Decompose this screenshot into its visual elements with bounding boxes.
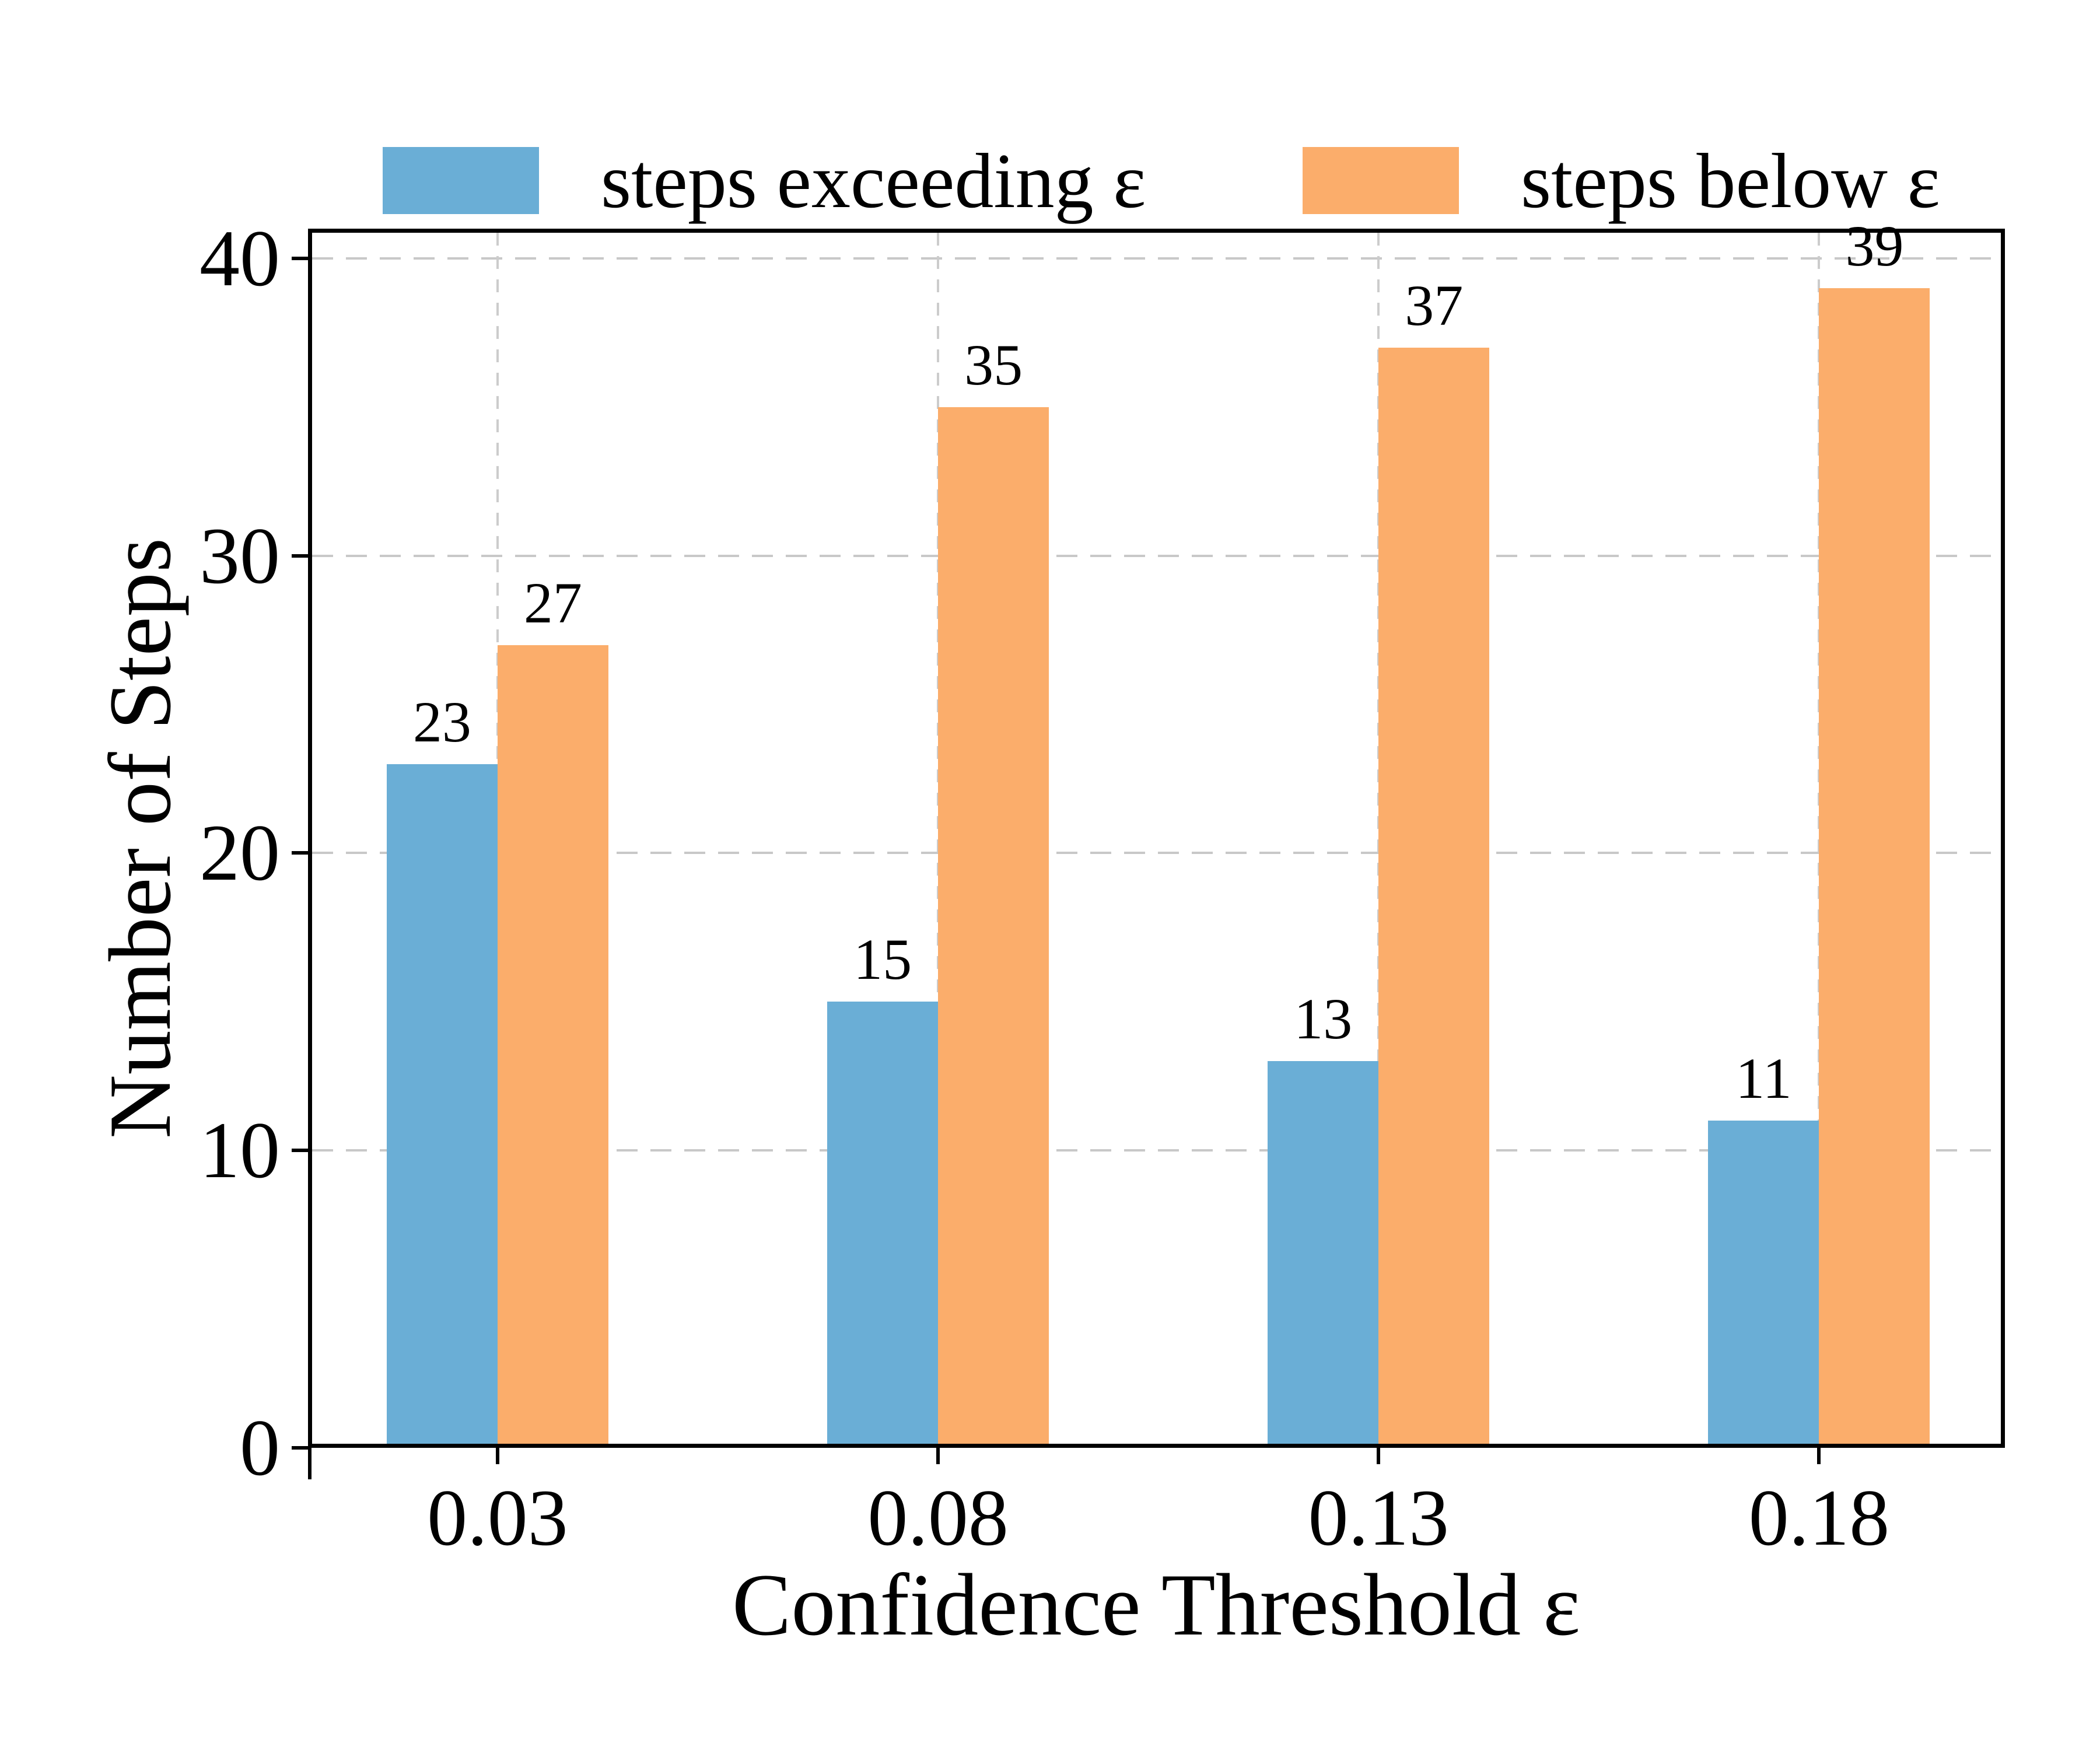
y-tick-label-40: 40 xyxy=(200,213,280,303)
y-tick-label-20: 20 xyxy=(200,808,280,898)
x-tick-label-0.08: 0.08 xyxy=(867,1473,1009,1562)
legend-label-steps-below: steps below ε xyxy=(1521,138,1940,224)
y-tick-label-10: 10 xyxy=(200,1105,280,1195)
bar-value-label-exceeding-0.18: 11 xyxy=(1735,1046,1792,1111)
bar-below-0.13 xyxy=(1378,347,1490,1448)
y-tick-label-0: 0 xyxy=(240,1403,280,1492)
bar-exceeding-0.18 xyxy=(1708,1121,1819,1448)
legend-swatch-steps-below xyxy=(1303,147,1459,214)
bar-value-label-below-0.18: 39 xyxy=(1845,213,1904,278)
x-tick-label-0.18: 0.18 xyxy=(1748,1473,1890,1562)
bar-below-0.08 xyxy=(938,407,1049,1448)
bar-value-label-exceeding-0.08: 15 xyxy=(853,927,912,992)
bar-below-0.03 xyxy=(497,645,608,1448)
y-tick-20 xyxy=(292,851,308,855)
x-axis-label: Confidence Threshold ε xyxy=(732,1556,1581,1654)
gridline-h-10 xyxy=(312,1149,2001,1152)
y-tick-label-30: 30 xyxy=(200,510,280,600)
bar-value-label-below-0.13: 37 xyxy=(1405,272,1464,338)
bar-below-0.18 xyxy=(1819,288,1930,1448)
x-tick-0.03 xyxy=(495,1448,499,1464)
bar-exceeding-0.03 xyxy=(386,764,498,1448)
legend-swatch-steps-exceeding xyxy=(383,147,539,214)
y-tick-30 xyxy=(292,554,308,558)
bar-value-label-exceeding-0.13: 13 xyxy=(1294,986,1353,1052)
x-tick-label-0.03: 0.03 xyxy=(427,1473,568,1562)
gridline-h-20 xyxy=(312,852,2001,855)
gridline-h-40 xyxy=(312,257,2001,260)
bar-value-label-below-0.08: 35 xyxy=(964,332,1023,397)
legend: steps exceeding ε steps below ε xyxy=(0,0,2100,262)
y-tick-40 xyxy=(292,256,308,260)
gridline-h-30 xyxy=(312,554,2001,557)
x-tick-0.13 xyxy=(1377,1448,1381,1464)
y-tick-10 xyxy=(292,1149,308,1153)
y-tick-0 xyxy=(292,1446,308,1450)
x-tick-label-0.13: 0.13 xyxy=(1308,1473,1450,1562)
x-tick-0.18 xyxy=(1817,1448,1821,1464)
bar-value-label-exceeding-0.03: 23 xyxy=(412,689,471,754)
bar-value-label-below-0.03: 27 xyxy=(523,570,582,635)
bar-exceeding-0.13 xyxy=(1268,1061,1379,1448)
legend-label-steps-exceeding: steps exceeding ε xyxy=(601,138,1146,224)
bar-exceeding-0.08 xyxy=(827,1002,939,1448)
x-tick-0.08 xyxy=(936,1448,940,1464)
x-tick-axis-corner xyxy=(308,1448,312,1479)
